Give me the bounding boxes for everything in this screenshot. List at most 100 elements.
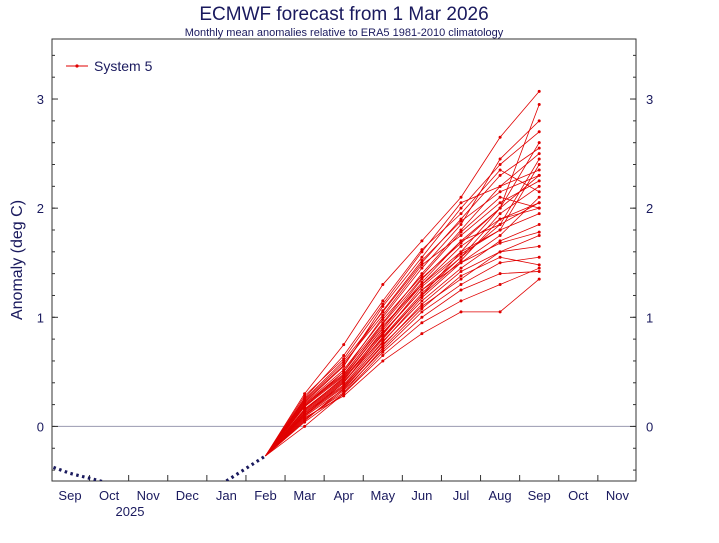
ensemble-member-point bbox=[303, 392, 307, 396]
ensemble-member-line bbox=[265, 169, 540, 457]
ensemble-member-point bbox=[459, 219, 463, 223]
ensemble-member-point bbox=[537, 212, 541, 216]
ensemble-member-point bbox=[498, 310, 502, 314]
ensemble-member-point bbox=[420, 255, 424, 259]
ensemble-member-point bbox=[459, 259, 463, 263]
ensemble-member-line bbox=[265, 202, 540, 457]
ensemble-member-point bbox=[459, 269, 463, 273]
ensemble-member-point bbox=[342, 380, 346, 384]
y-tick-label-right: 1 bbox=[646, 310, 653, 325]
ensemble-member-point bbox=[381, 299, 385, 303]
ensemble-member-point bbox=[498, 206, 502, 210]
ensemble-member-point bbox=[537, 119, 541, 123]
ensemble-member-point bbox=[420, 310, 424, 314]
ensemble-member-point bbox=[342, 357, 346, 361]
ensemble-member-line bbox=[265, 142, 540, 457]
y-tick-label-right: 0 bbox=[646, 419, 653, 434]
ensemble-member-point bbox=[381, 283, 385, 287]
ensemble-member-point bbox=[303, 420, 307, 424]
ensemble-member-point bbox=[498, 233, 502, 237]
ensemble-member-line bbox=[265, 164, 540, 457]
ensemble-member-line bbox=[265, 131, 540, 457]
ensemble-member-point bbox=[420, 321, 424, 325]
ensemble-member-point bbox=[537, 233, 541, 237]
ensemble-member-point bbox=[498, 163, 502, 167]
ensemble-member-line bbox=[265, 256, 540, 457]
x-tick-label: Feb bbox=[254, 488, 276, 503]
ensemble-member-point bbox=[381, 322, 385, 326]
x-tick-label: Jan bbox=[216, 488, 237, 503]
ensemble-member-point bbox=[303, 415, 307, 419]
ensemble-member-point bbox=[420, 299, 424, 303]
ensemble-member-point bbox=[381, 353, 385, 357]
y-tick-label-right: 2 bbox=[646, 201, 653, 216]
ensemble-member-point bbox=[459, 195, 463, 199]
ensemble-member-point bbox=[498, 212, 502, 216]
ensemble-member-point bbox=[303, 408, 307, 412]
ensemble-member-point bbox=[303, 410, 307, 414]
ensemble-member-line bbox=[265, 224, 540, 457]
ensemble-member-point bbox=[342, 363, 346, 367]
ensemble-member-point bbox=[537, 230, 541, 234]
y-tick-label-left: 0 bbox=[37, 419, 44, 434]
y-tick-label-right: 3 bbox=[646, 92, 653, 107]
ensemble-member-point bbox=[303, 424, 307, 428]
ensemble-member-point bbox=[381, 313, 385, 317]
ensemble-member-line bbox=[265, 256, 540, 457]
ensemble-member-point bbox=[459, 244, 463, 248]
ensemble-member-point bbox=[459, 212, 463, 216]
ensemble-member-point bbox=[537, 130, 541, 134]
x-tick-label: Nov bbox=[137, 488, 161, 503]
ensemble-member-point bbox=[459, 277, 463, 281]
ensemble-member-point bbox=[420, 293, 424, 297]
ensemble-member-point bbox=[498, 168, 502, 172]
year-label: 2025 bbox=[116, 504, 145, 519]
ensemble-member-point bbox=[381, 333, 385, 337]
x-tick-label: Oct bbox=[99, 488, 120, 503]
ensemble-member-point bbox=[420, 280, 424, 284]
ensemble-member-line bbox=[265, 267, 540, 457]
ensemble-member-point bbox=[420, 274, 424, 278]
ensemble-member-point bbox=[498, 195, 502, 199]
ensemble-member-point bbox=[459, 274, 463, 278]
ensemble-member-point bbox=[381, 340, 385, 344]
y-tick-label-left: 3 bbox=[37, 92, 44, 107]
ensemble-member-point bbox=[459, 201, 463, 205]
ensemble-member-point bbox=[537, 146, 541, 150]
ensemble-member-point bbox=[498, 261, 502, 265]
ensemble-member-point bbox=[420, 315, 424, 319]
ensemble-member-point bbox=[420, 263, 424, 267]
ensemble-member-line bbox=[265, 231, 540, 457]
ensemble-member-point bbox=[537, 201, 541, 205]
ensemble-member-point bbox=[459, 233, 463, 237]
ensemble-member-line bbox=[265, 180, 540, 457]
ensemble-member-line bbox=[265, 186, 540, 457]
ensemble-member-point bbox=[537, 141, 541, 145]
ensemble-member-point bbox=[381, 302, 385, 306]
x-tick-label: Nov bbox=[606, 488, 630, 503]
ensemble-member-point bbox=[537, 168, 541, 172]
ensemble-member-point bbox=[537, 152, 541, 156]
ensemble-member-point bbox=[498, 157, 502, 161]
ensemble-member-point bbox=[381, 317, 385, 321]
ensemble-member-point bbox=[537, 277, 541, 281]
x-tick-label: May bbox=[371, 488, 396, 503]
ensemble-member-point bbox=[537, 223, 541, 227]
x-tick-label: Aug bbox=[489, 488, 512, 503]
y-axis-label: Anomaly (deg C) bbox=[9, 200, 26, 320]
ensemble-member-point bbox=[498, 272, 502, 276]
ensemble-member-point bbox=[537, 184, 541, 188]
ensemble-member-point bbox=[537, 163, 541, 167]
plot-frame bbox=[51, 38, 637, 482]
ensemble-member-point bbox=[342, 391, 346, 395]
legend: System 5 bbox=[66, 58, 153, 74]
x-tick-label: Oct bbox=[568, 488, 589, 503]
ensemble-member-point bbox=[420, 285, 424, 289]
ensemble-member-point bbox=[381, 359, 385, 363]
ensemble-member-point bbox=[342, 394, 346, 398]
ensemble-member-point bbox=[537, 255, 541, 259]
ensemble-member-line bbox=[265, 175, 540, 457]
ensemble-member-line bbox=[265, 169, 540, 457]
ensemble-member-point bbox=[537, 269, 541, 273]
